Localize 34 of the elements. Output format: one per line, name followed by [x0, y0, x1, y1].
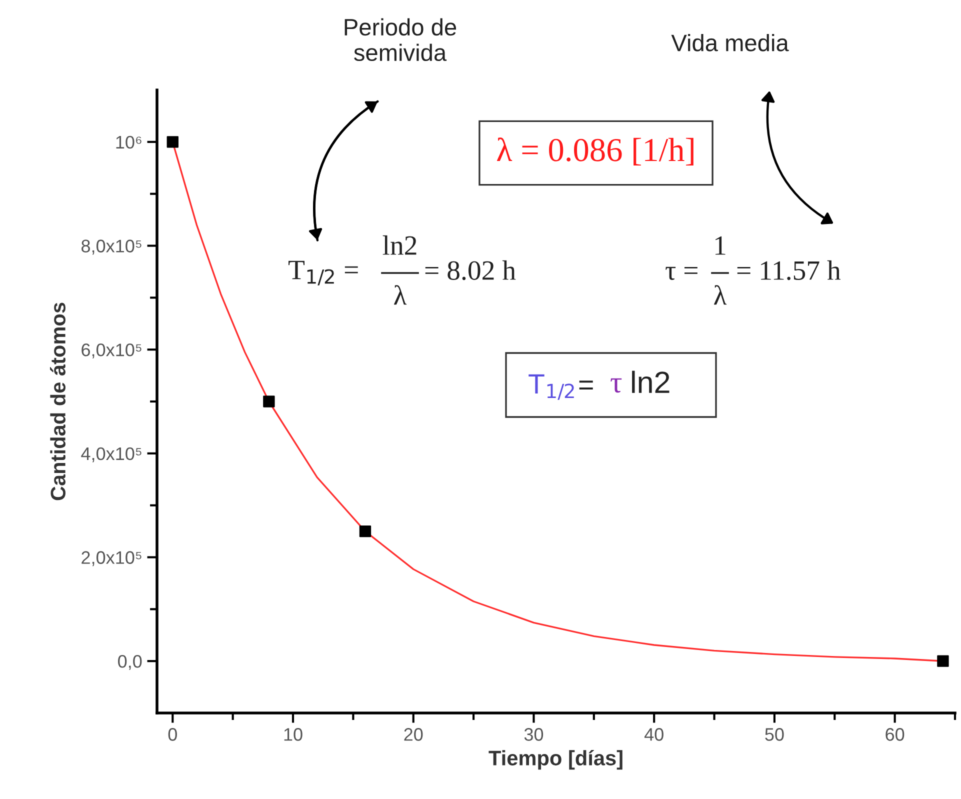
x-axis-title: Tiempo [días] [488, 750, 622, 770]
point [937, 655, 949, 667]
y-tick-label: 10⁶ [116, 136, 142, 149]
annotation: T$_{1/2}$ = [288, 260, 358, 286]
x-tick-label: 10 [284, 728, 302, 741]
y-tick-label: 0,0 [118, 655, 142, 670]
annotation: = 8.02 h [425, 260, 516, 280]
point [359, 525, 372, 538]
annotation: ln2 [382, 235, 416, 255]
x-tick-label: 50 [765, 728, 784, 741]
annotation: = 11.57 h [737, 260, 841, 280]
point [166, 136, 178, 148]
x-tick-label: 20 [404, 728, 423, 741]
annotation: T$_{1/2}$ [528, 374, 574, 400]
text: Periodo de semivida [344, 18, 456, 62]
y-tick-label: 6,0x10⁵ [82, 344, 142, 358]
y-tick-label: 2,0x10⁵ [82, 551, 142, 566]
annotation: 1 [716, 236, 726, 255]
x-tick-label: 60 [886, 728, 904, 741]
text: Vida media [671, 34, 789, 52]
annotation: τ [610, 378, 622, 393]
y-tick-label: 8,0x10⁵ [82, 240, 142, 255]
x-tick-label: 0 [168, 728, 177, 741]
annotation: λ [394, 285, 407, 305]
point [263, 396, 275, 408]
x-tick-label: 30 [524, 728, 544, 741]
annotation: λ = 0.086 [1/h] [497, 138, 694, 166]
annotation: λ [714, 285, 727, 305]
x-tick-label: 40 [644, 728, 664, 741]
y-tick-label: 4,0x10⁵ [81, 447, 142, 462]
y-axis-title: Cantidad de átomos [50, 302, 66, 500]
annotation: τ = [666, 266, 698, 280]
annotation: ln2 [632, 370, 670, 393]
annotation: = [579, 380, 593, 390]
